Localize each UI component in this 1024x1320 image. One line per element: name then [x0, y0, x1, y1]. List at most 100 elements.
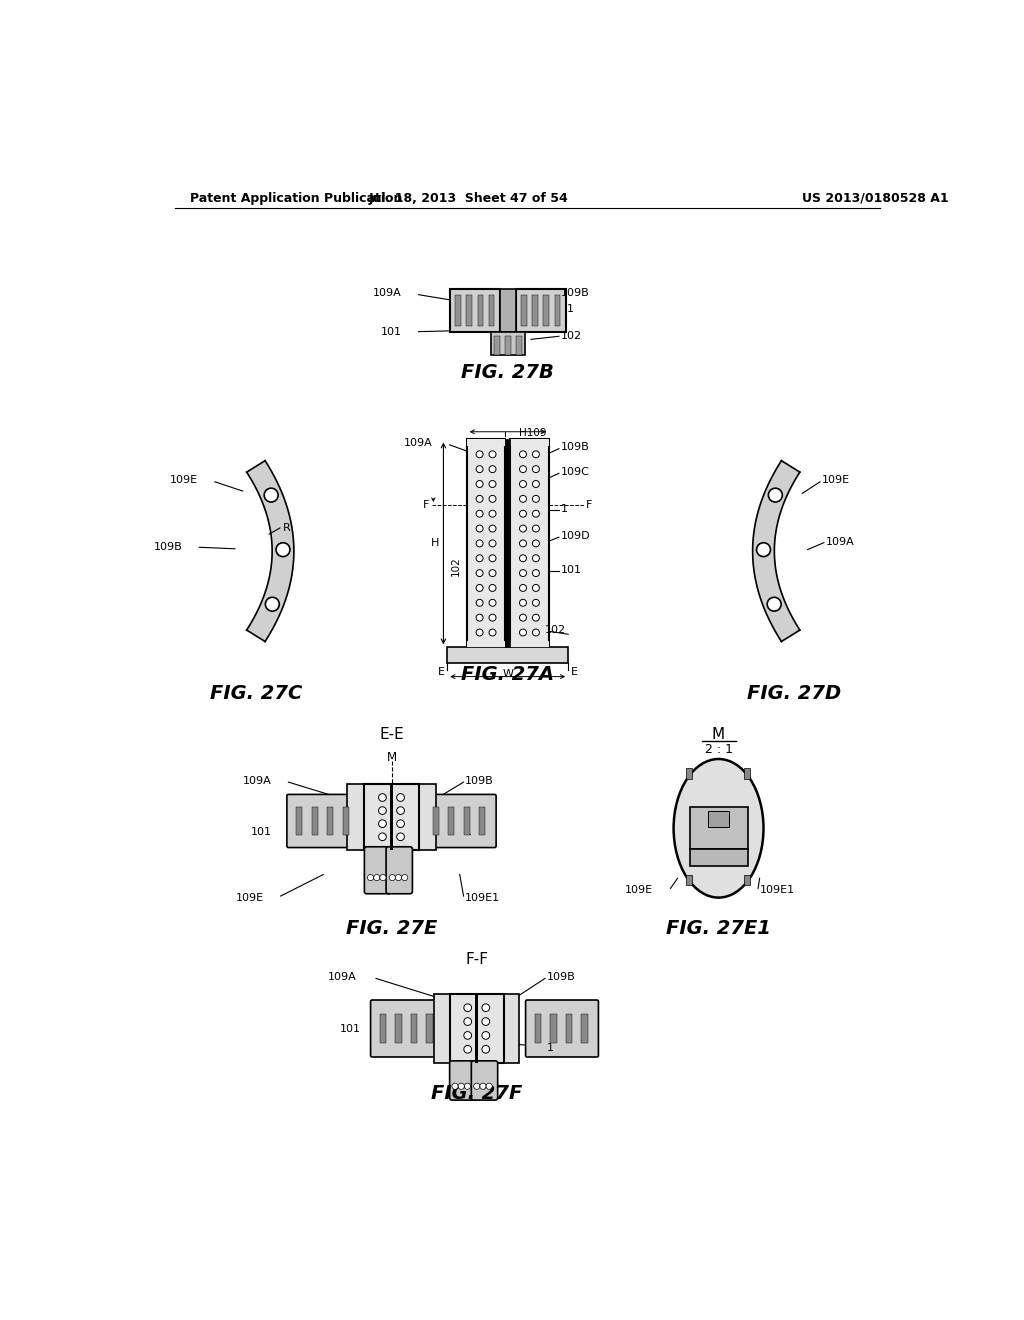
- Bar: [686, 875, 692, 886]
- Circle shape: [452, 1084, 458, 1089]
- Circle shape: [532, 480, 540, 487]
- Bar: [434, 994, 450, 1063]
- Ellipse shape: [674, 759, 764, 898]
- Text: F: F: [423, 500, 429, 510]
- Circle shape: [464, 1003, 472, 1011]
- Bar: [411, 1014, 417, 1043]
- Circle shape: [532, 554, 540, 562]
- Circle shape: [489, 495, 496, 503]
- Circle shape: [532, 614, 540, 622]
- Bar: [550, 1014, 557, 1043]
- Bar: [328, 808, 334, 834]
- Bar: [450, 994, 504, 1063]
- Text: 1: 1: [547, 1043, 554, 1053]
- Bar: [515, 337, 521, 355]
- Text: 109B: 109B: [560, 442, 589, 453]
- Circle shape: [519, 540, 526, 546]
- Circle shape: [482, 1003, 489, 1011]
- Circle shape: [532, 525, 540, 532]
- Bar: [544, 294, 549, 326]
- Circle shape: [532, 495, 540, 503]
- Text: US 2013/0180528 A1: US 2013/0180528 A1: [802, 191, 949, 205]
- Text: 1: 1: [566, 305, 573, 314]
- Bar: [449, 808, 455, 834]
- Text: 109A: 109A: [328, 972, 356, 982]
- Circle shape: [395, 875, 401, 880]
- Bar: [532, 294, 538, 326]
- Bar: [456, 294, 461, 326]
- Bar: [744, 768, 751, 779]
- Bar: [510, 642, 549, 647]
- Text: E: E: [438, 668, 445, 677]
- Bar: [510, 440, 549, 647]
- Bar: [380, 1014, 386, 1043]
- Text: 109B: 109B: [154, 543, 182, 552]
- Circle shape: [476, 554, 483, 562]
- Circle shape: [379, 833, 386, 841]
- Bar: [475, 994, 478, 1063]
- Text: 101: 101: [560, 565, 582, 576]
- Text: F: F: [586, 500, 593, 510]
- Bar: [467, 440, 506, 647]
- Bar: [488, 294, 495, 326]
- Circle shape: [482, 1032, 489, 1039]
- Text: Jul. 18, 2013  Sheet 47 of 54: Jul. 18, 2013 Sheet 47 of 54: [369, 191, 569, 205]
- Text: 101: 101: [340, 1023, 360, 1034]
- Bar: [450, 289, 500, 331]
- Circle shape: [489, 585, 496, 591]
- Text: 109E: 109E: [170, 475, 198, 486]
- Circle shape: [519, 451, 526, 458]
- Circle shape: [476, 480, 483, 487]
- Circle shape: [489, 451, 496, 458]
- Circle shape: [486, 1084, 493, 1089]
- Text: 109A: 109A: [403, 438, 432, 449]
- Bar: [477, 294, 483, 326]
- Text: 109B: 109B: [465, 776, 494, 785]
- Bar: [686, 768, 692, 779]
- Circle shape: [396, 793, 404, 801]
- Text: 1: 1: [560, 504, 567, 513]
- Bar: [582, 1014, 588, 1043]
- Circle shape: [489, 554, 496, 562]
- Circle shape: [464, 1045, 472, 1053]
- Text: M: M: [386, 751, 396, 764]
- Text: 109E: 109E: [821, 475, 850, 486]
- Bar: [690, 807, 748, 849]
- Circle shape: [768, 488, 782, 502]
- Text: 109B: 109B: [560, 288, 589, 298]
- Bar: [432, 808, 438, 834]
- Bar: [347, 784, 365, 850]
- Circle shape: [476, 495, 483, 503]
- Circle shape: [474, 1084, 480, 1089]
- Circle shape: [489, 511, 496, 517]
- Circle shape: [519, 599, 526, 606]
- Text: R: R: [283, 523, 291, 533]
- Bar: [365, 784, 419, 850]
- Circle shape: [519, 570, 526, 577]
- Bar: [500, 289, 515, 331]
- Circle shape: [489, 599, 496, 606]
- Circle shape: [532, 466, 540, 473]
- Circle shape: [264, 488, 279, 502]
- Text: 109A: 109A: [243, 776, 271, 785]
- Text: FIG. 27D: FIG. 27D: [748, 684, 842, 704]
- Circle shape: [489, 614, 496, 622]
- Text: 102: 102: [545, 626, 566, 635]
- Circle shape: [476, 451, 483, 458]
- Circle shape: [519, 585, 526, 591]
- Polygon shape: [753, 461, 800, 642]
- FancyBboxPatch shape: [371, 1001, 443, 1057]
- Bar: [535, 1014, 541, 1043]
- Text: 109E: 109E: [626, 884, 653, 895]
- Circle shape: [519, 466, 526, 473]
- Circle shape: [374, 875, 380, 880]
- Text: 1: 1: [465, 828, 472, 837]
- Text: 109E1: 109E1: [465, 892, 501, 903]
- Bar: [494, 337, 500, 355]
- Bar: [466, 294, 472, 326]
- Text: 109A: 109A: [825, 537, 854, 546]
- Bar: [395, 1014, 401, 1043]
- Text: 101: 101: [251, 828, 271, 837]
- Circle shape: [489, 570, 496, 577]
- FancyBboxPatch shape: [471, 1061, 498, 1100]
